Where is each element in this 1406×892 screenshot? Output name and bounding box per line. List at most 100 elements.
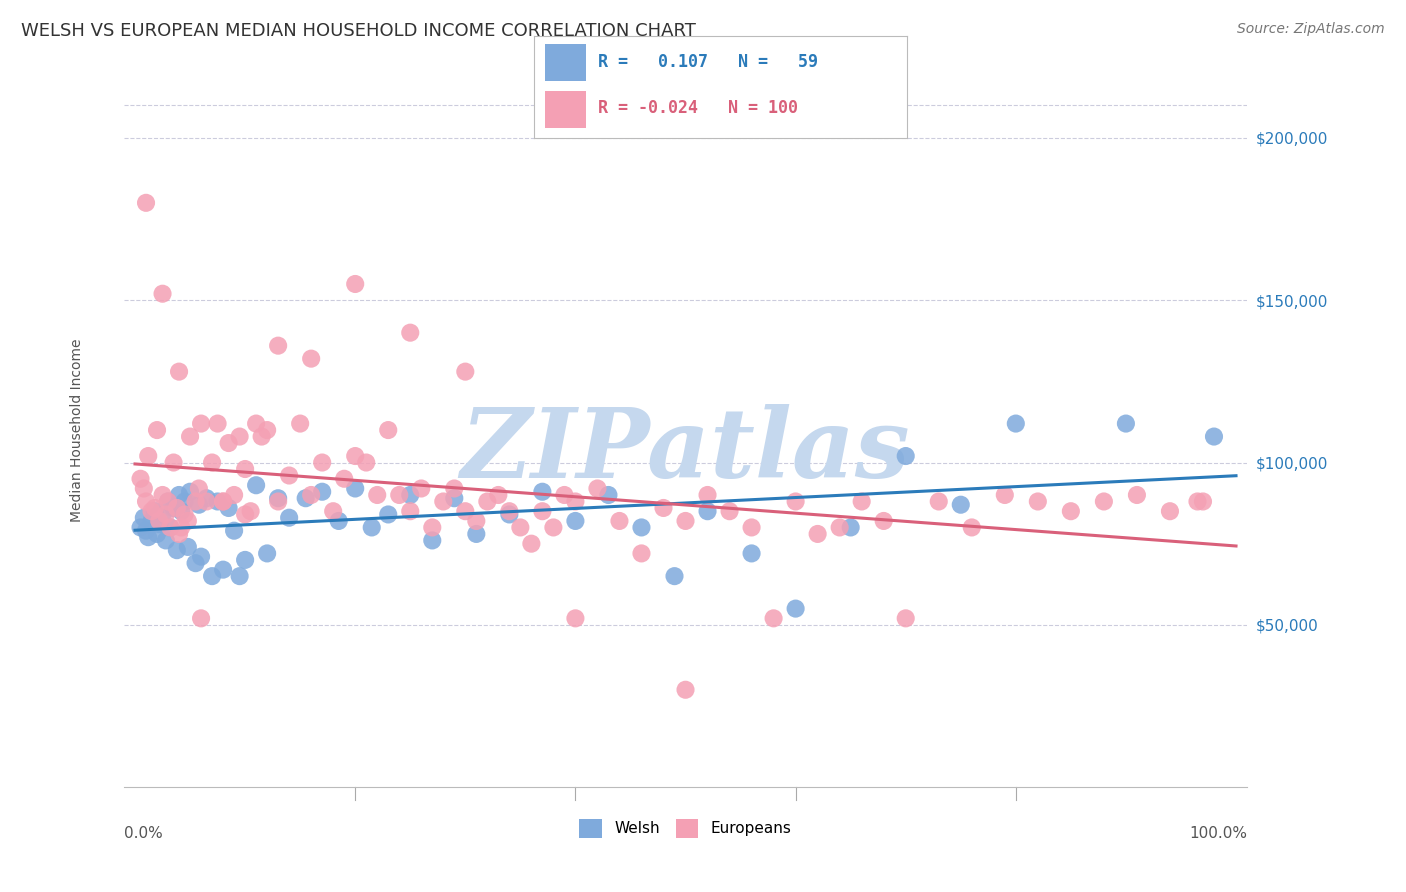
Legend: Welsh, Europeans: Welsh, Europeans [574, 813, 797, 844]
Point [228, 569, 250, 583]
Point [411, 482, 433, 496]
Point [250, 429, 273, 443]
Point [162, 500, 184, 515]
Point [173, 508, 195, 522]
Point [520, 537, 543, 551]
Point [132, 510, 155, 524]
Point [762, 611, 785, 625]
Point [245, 417, 267, 431]
Point [267, 339, 290, 353]
Point [233, 553, 256, 567]
Point [256, 423, 278, 437]
Point [245, 478, 267, 492]
Point [344, 482, 367, 496]
Point [564, 494, 586, 508]
Point [278, 468, 301, 483]
Text: 0.0%: 0.0% [124, 826, 163, 841]
Point [1159, 504, 1181, 518]
Point [267, 491, 290, 506]
Point [807, 527, 830, 541]
Point [509, 520, 531, 534]
Point [477, 494, 499, 508]
Point [420, 520, 443, 534]
Point [129, 520, 152, 534]
Point [311, 456, 333, 470]
Point [167, 488, 190, 502]
Point [152, 286, 174, 301]
Point [132, 482, 155, 496]
Point [399, 504, 422, 518]
Point [233, 462, 256, 476]
Point [173, 494, 195, 508]
Point [553, 488, 575, 502]
Point [212, 563, 235, 577]
Point [228, 429, 250, 443]
Point [190, 611, 212, 625]
Text: 100.0%: 100.0% [1189, 826, 1247, 841]
Point [167, 365, 190, 379]
Point [328, 514, 350, 528]
Point [498, 508, 520, 522]
Point [190, 417, 212, 431]
Point [143, 500, 166, 515]
Point [1126, 488, 1149, 502]
Point [1202, 429, 1225, 443]
Point [1060, 504, 1083, 518]
Point [609, 514, 631, 528]
Point [207, 494, 229, 508]
Point [239, 504, 262, 518]
Text: Source: ZipAtlas.com: Source: ZipAtlas.com [1237, 22, 1385, 37]
Point [256, 546, 278, 560]
Point [1115, 417, 1137, 431]
Point [167, 527, 190, 541]
Point [432, 494, 454, 508]
Point [135, 524, 157, 538]
Point [1026, 494, 1049, 508]
Point [148, 514, 170, 528]
Point [486, 488, 509, 502]
Text: WELSH VS EUROPEAN MEDIAN HOUSEHOLD INCOME CORRELATION CHART: WELSH VS EUROPEAN MEDIAN HOUSEHOLD INCOM… [21, 22, 696, 40]
Point [179, 484, 201, 499]
Point [420, 533, 443, 548]
Point [141, 514, 163, 528]
Point [288, 417, 311, 431]
Point [201, 569, 224, 583]
Point [344, 449, 367, 463]
Point [218, 436, 240, 450]
Point [498, 504, 520, 518]
Point [598, 488, 620, 502]
Point [190, 549, 212, 564]
Point [224, 524, 246, 538]
Point [377, 423, 399, 437]
Text: Median Household Income: Median Household Income [70, 338, 84, 522]
Point [454, 365, 477, 379]
Point [586, 482, 609, 496]
Point [162, 456, 184, 470]
Point [465, 527, 488, 541]
Point [135, 494, 157, 508]
Point [839, 520, 862, 534]
FancyBboxPatch shape [546, 91, 586, 128]
Point [136, 449, 159, 463]
Point [143, 504, 166, 518]
Point [179, 429, 201, 443]
Point [354, 456, 377, 470]
Point [177, 540, 200, 554]
Point [994, 488, 1017, 502]
Point [360, 520, 382, 534]
Point [146, 423, 169, 437]
Point [224, 488, 246, 502]
Point [873, 514, 896, 528]
Point [333, 472, 356, 486]
Point [785, 494, 807, 508]
Point [894, 611, 917, 625]
Point [157, 494, 180, 508]
Point [299, 488, 322, 502]
Point [443, 491, 465, 506]
Point [166, 500, 188, 515]
Point [294, 491, 316, 506]
Point [155, 533, 177, 548]
Point [267, 494, 290, 508]
Point [1004, 417, 1026, 431]
Point [159, 520, 181, 534]
